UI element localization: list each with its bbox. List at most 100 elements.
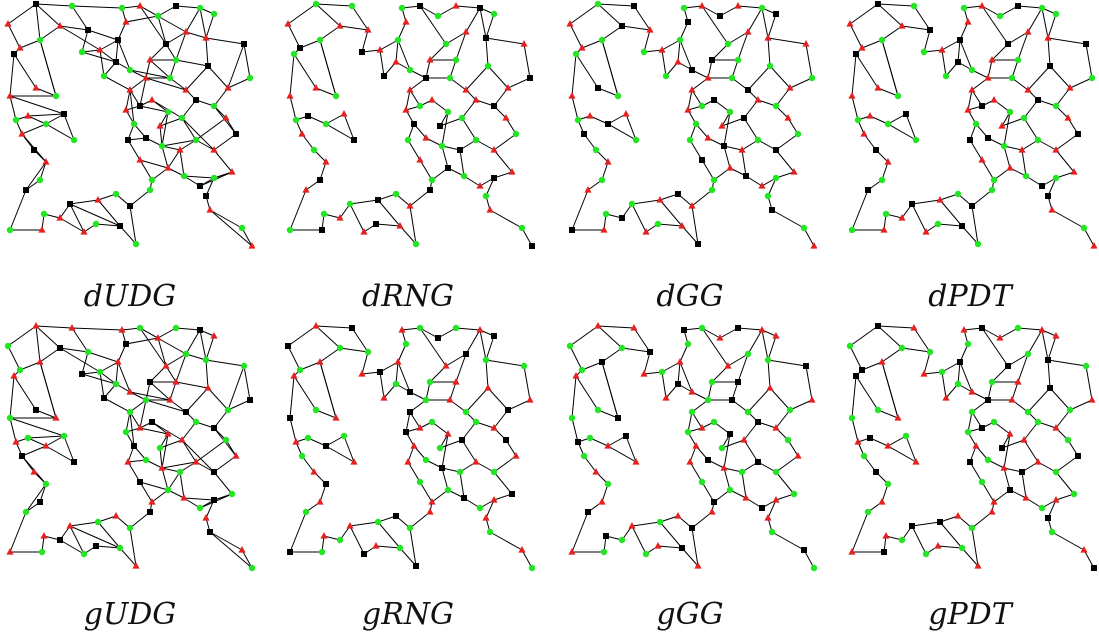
node-red [428, 96, 436, 103]
graph-edge [1085, 43, 1093, 79]
graph-edge [207, 65, 229, 89]
graph-edge [125, 411, 131, 433]
node-black [413, 563, 419, 569]
node-green [296, 366, 304, 374]
node-green [598, 176, 606, 184]
graph-edge [877, 325, 915, 329]
graph-edge [855, 375, 879, 411]
graph-edge [981, 481, 995, 503]
node-green [452, 56, 460, 64]
graph-edge [803, 227, 815, 247]
node-red [998, 122, 1006, 129]
graph-edge [213, 471, 233, 495]
graph-edge [489, 531, 523, 551]
graph-edge [243, 43, 251, 79]
graph-edge [445, 353, 467, 367]
node-red [136, 156, 144, 163]
node-black [197, 327, 203, 333]
node-black [403, 429, 409, 435]
node-green [882, 210, 890, 218]
graph-edge [1037, 139, 1057, 151]
graph-edge [727, 353, 749, 367]
node-black [285, 343, 291, 349]
graph-edge [159, 439, 183, 449]
node-black [969, 203, 975, 209]
node-red [1018, 146, 1026, 153]
graph-edge [409, 511, 431, 529]
node-red [502, 114, 510, 121]
graph-edge [349, 199, 379, 205]
node-green [402, 340, 410, 348]
node-green [196, 504, 204, 512]
caption-dudg: dUDG [83, 279, 177, 314]
graph-edge [129, 89, 135, 125]
node-green [898, 344, 906, 352]
node-green [304, 434, 312, 442]
node-red [358, 370, 366, 377]
node-green [80, 550, 88, 558]
node-red [694, 562, 702, 569]
node-red [210, 332, 218, 339]
graph-edge [493, 133, 517, 151]
graph-edge [69, 525, 85, 555]
graph-edge [115, 39, 119, 63]
graph-edge [981, 327, 1009, 367]
node-red [628, 522, 636, 529]
graph-edge [571, 53, 577, 97]
graph-edge [489, 209, 523, 229]
node-green [688, 408, 696, 416]
node-green [960, 4, 968, 12]
graph-edge [13, 53, 37, 89]
node-red [1014, 378, 1022, 385]
graph-edge [377, 521, 401, 549]
graph-edge [27, 115, 47, 125]
graph-edge [39, 361, 57, 419]
node-green [726, 486, 734, 494]
node-green [978, 478, 986, 486]
graph-edge [687, 411, 693, 433]
node-green [316, 36, 324, 44]
node-black [699, 157, 705, 163]
graph-edge [607, 445, 637, 463]
node-green [764, 356, 772, 364]
graph-edge [409, 189, 431, 207]
graph-edge [691, 205, 699, 245]
node-green [1000, 142, 1008, 150]
node-green [592, 146, 600, 154]
graph-edge [69, 521, 99, 527]
graph-edge [661, 39, 681, 51]
graph-edge [151, 489, 169, 503]
graph-edge [881, 347, 903, 363]
node-green [912, 136, 920, 144]
node-green [810, 564, 817, 572]
node-red [40, 532, 48, 539]
node-black [241, 41, 247, 47]
node-red [734, 2, 742, 9]
graph-edge [165, 31, 187, 45]
graph-edge [1055, 409, 1071, 429]
graph-edge [987, 59, 993, 79]
graph-edge [597, 3, 635, 7]
node-green [1014, 56, 1022, 64]
graph-edge [877, 87, 899, 97]
node-red [68, 324, 76, 331]
node-red [520, 40, 528, 47]
graph-edge [849, 325, 879, 347]
node-black [909, 523, 915, 529]
graph-edge [621, 25, 651, 31]
node-green [336, 536, 344, 544]
graph-edge [13, 375, 37, 411]
node-red [662, 394, 670, 401]
node-green [1024, 350, 1032, 358]
node-black [183, 409, 189, 415]
node-green [744, 350, 752, 358]
node-red [416, 156, 424, 163]
node-black [233, 131, 239, 137]
graph-edge [241, 549, 253, 569]
node-green [800, 224, 808, 232]
graph-edge [905, 435, 917, 463]
graph-edge [455, 353, 467, 383]
graph-edge [767, 359, 771, 389]
node-red [36, 358, 44, 365]
node-red [568, 548, 576, 555]
